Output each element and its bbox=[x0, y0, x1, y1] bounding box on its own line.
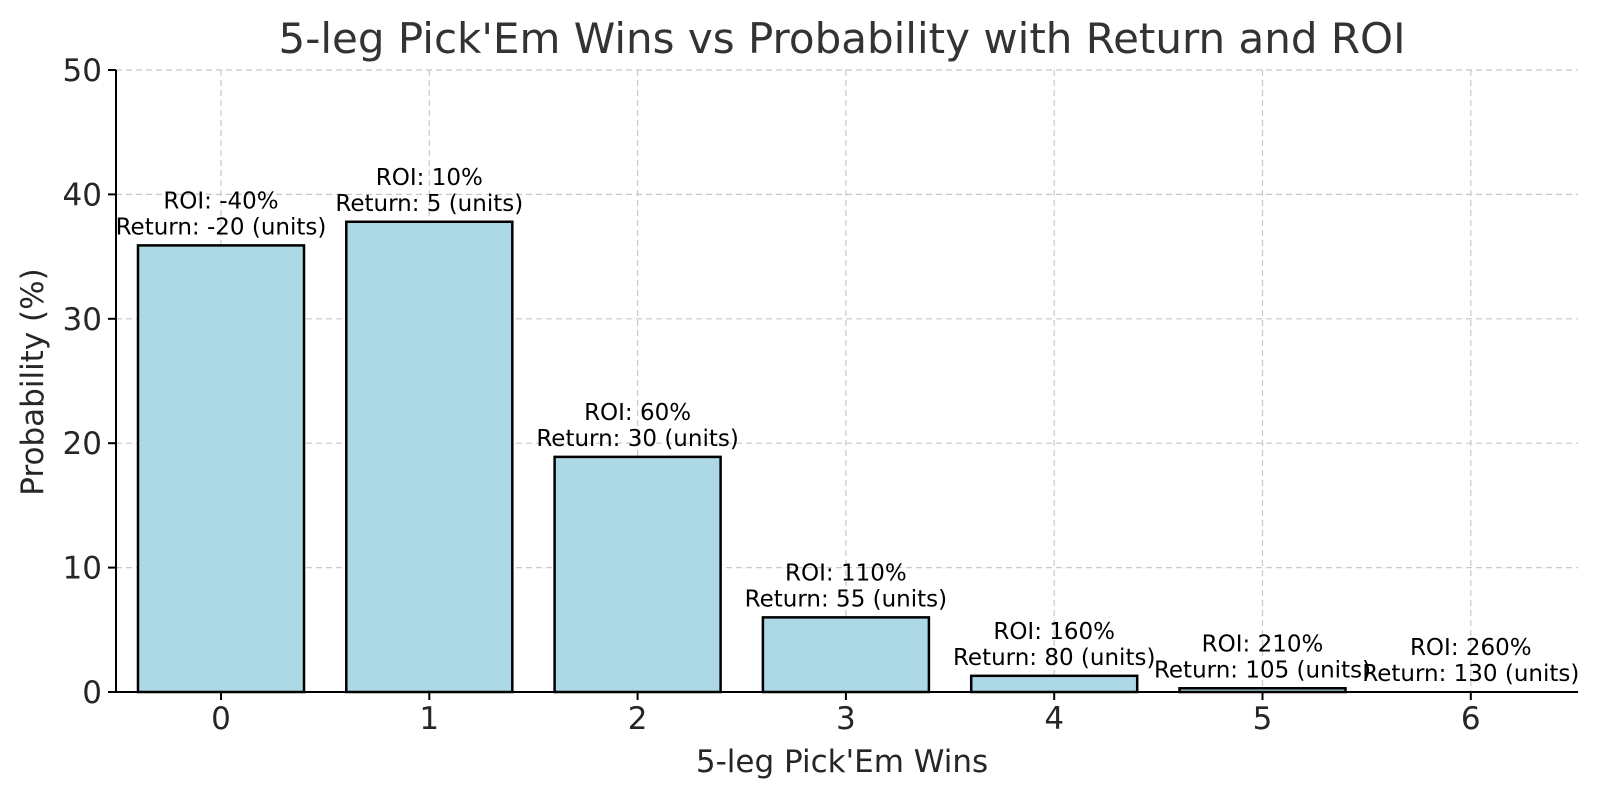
return-label: Return: 55 (units) bbox=[745, 586, 947, 612]
roi-label: ROI: 60% bbox=[584, 400, 691, 426]
return-label: Return: -20 (units) bbox=[116, 214, 327, 240]
y-tick-label: 10 bbox=[63, 551, 102, 587]
bar bbox=[136, 244, 306, 694]
bar bbox=[969, 674, 1139, 694]
roi-label: ROI: 10% bbox=[376, 165, 483, 191]
axes: 0 10 20 30 40 50 0 1 2 3 4 5 6 bbox=[63, 53, 1578, 737]
return-label: Return: 105 (units) bbox=[1154, 657, 1371, 683]
y-tick-label: 30 bbox=[63, 302, 102, 338]
chart-title: 5-leg Pick'Em Wins vs Probability with R… bbox=[279, 14, 1406, 63]
return-label: Return: 80 (units) bbox=[953, 645, 1155, 671]
y-tick-label: 40 bbox=[63, 177, 102, 213]
x-tick-label: 0 bbox=[211, 701, 231, 737]
y-tick-label: 20 bbox=[63, 426, 102, 462]
x-tick-label: 4 bbox=[1044, 701, 1064, 737]
x-tick-label: 1 bbox=[419, 701, 439, 737]
x-tick-label: 3 bbox=[836, 701, 856, 737]
return-label: Return: 130 (units) bbox=[1362, 661, 1579, 687]
y-axis-label: Probability (%) bbox=[15, 268, 51, 495]
roi-label: ROI: 160% bbox=[993, 619, 1115, 645]
bar-annotations: ROI: -40%Return: -20 (units)ROI: 10%Retu… bbox=[116, 165, 1580, 687]
return-label: Return: 30 (units) bbox=[536, 426, 738, 452]
x-tick-label: 6 bbox=[1461, 701, 1481, 737]
x-tick-label: 5 bbox=[1253, 701, 1273, 737]
y-tick-label: 50 bbox=[63, 53, 102, 89]
roi-label: ROI: 210% bbox=[1202, 631, 1324, 657]
roi-label: ROI: -40% bbox=[163, 188, 278, 214]
bars bbox=[136, 220, 1347, 694]
y-tick-label: 0 bbox=[82, 675, 102, 711]
bar bbox=[553, 455, 722, 694]
x-axis-label: 5-leg Pick'Em Wins bbox=[696, 744, 988, 780]
bar bbox=[345, 220, 514, 694]
roi-label: ROI: 260% bbox=[1410, 635, 1532, 661]
return-label: Return: 5 (units) bbox=[335, 191, 523, 217]
bar bbox=[761, 616, 931, 694]
x-tick-label: 2 bbox=[628, 701, 648, 737]
roi-label: ROI: 110% bbox=[785, 560, 907, 586]
